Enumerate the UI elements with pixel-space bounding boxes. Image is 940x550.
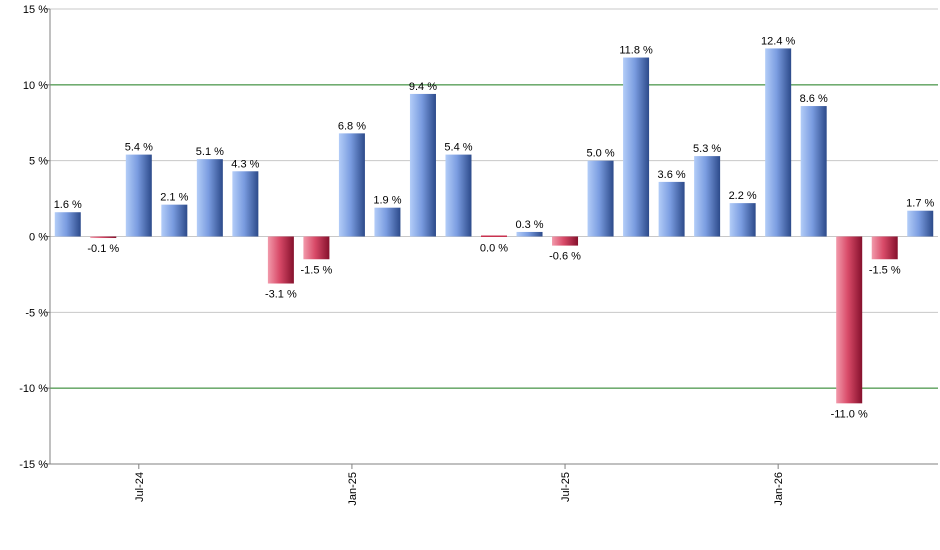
bar — [871, 236, 898, 260]
bar — [729, 203, 756, 237]
axes — [46, 8, 938, 469]
data-label: 0.3 % — [515, 219, 543, 231]
bar — [800, 106, 827, 237]
bar — [907, 210, 934, 237]
bar — [481, 235, 507, 237]
y-tick-label: 5 % — [29, 156, 48, 168]
data-label: 12.4 % — [761, 35, 795, 47]
labels: 15 % 10 % 5 % 0 % -5 % -10 % -15 % 1.6 % -0.1 % 5… — [19, 4, 934, 506]
x-tick-label: Jul-24 — [134, 472, 146, 502]
data-label: -1.5 % — [301, 264, 333, 276]
bar — [445, 154, 472, 237]
data-label: -0.6 % — [549, 251, 581, 263]
data-label: 1.6 % — [54, 199, 82, 211]
y-tick-label: -15 % — [19, 459, 48, 471]
bar — [694, 156, 721, 237]
bar — [161, 204, 188, 237]
data-label: 1.9 % — [373, 195, 401, 207]
bar — [338, 133, 365, 237]
data-label: -3.1 % — [265, 289, 297, 301]
data-label: -0.1 % — [87, 243, 119, 255]
bar — [623, 57, 650, 237]
y-tick-label: 0 % — [29, 232, 48, 244]
data-label: 2.1 % — [160, 192, 188, 204]
bar — [587, 160, 614, 237]
bar — [232, 171, 259, 237]
bar — [374, 207, 401, 237]
data-label: 0.0 % — [480, 243, 508, 255]
y-tick-label: -10 % — [19, 383, 48, 395]
bar — [765, 48, 792, 237]
bar — [516, 231, 543, 237]
bar — [54, 212, 81, 237]
bar — [125, 154, 152, 237]
data-label: 5.4 % — [444, 142, 472, 154]
y-tick-label: -5 % — [25, 307, 48, 319]
data-label: 8.6 % — [800, 93, 828, 105]
bar — [90, 236, 117, 239]
data-label: 5.1 % — [196, 146, 224, 158]
bar — [658, 181, 685, 237]
bar — [267, 236, 294, 284]
x-tick-label: Jul-25 — [560, 472, 572, 502]
bar — [196, 159, 223, 237]
y-tick-label: 15 % — [23, 4, 48, 16]
data-label: 2.2 % — [729, 190, 757, 202]
data-label: 4.3 % — [231, 158, 259, 170]
x-tick-label: Jan-25 — [347, 472, 359, 506]
bar — [409, 93, 436, 237]
bars — [54, 48, 934, 404]
bar — [552, 236, 579, 246]
bar — [836, 236, 863, 404]
data-label: 5.4 % — [125, 142, 153, 154]
data-label: -1.5 % — [869, 264, 901, 276]
data-label: 5.3 % — [693, 143, 721, 155]
data-label: 1.7 % — [906, 198, 934, 210]
data-label: 5.0 % — [586, 148, 614, 160]
bar — [303, 236, 330, 260]
data-label: 3.6 % — [658, 169, 686, 181]
data-label: 6.8 % — [338, 120, 366, 132]
x-tick-label: Jan-26 — [773, 472, 785, 506]
data-label: -11.0 % — [831, 408, 868, 420]
data-label: 11.8 % — [619, 45, 653, 57]
y-tick-label: 10 % — [23, 80, 48, 92]
data-label: 9.4 % — [409, 81, 437, 93]
